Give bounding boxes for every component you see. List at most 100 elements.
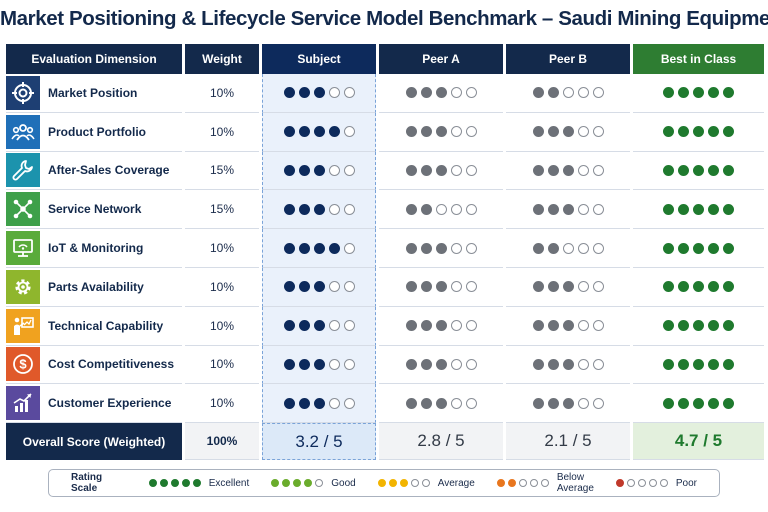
rating-dot-empty [592,203,604,215]
legend-dots [496,479,549,487]
peer-a-rating [405,397,477,409]
legend-dot-filled [181,479,190,487]
rating-dot-filled [405,164,417,176]
total-subject-score: 3.2 / 5 [262,423,376,461]
rating-dot-empty [577,126,589,138]
page-title: Market Positioning & Lifecycle Service M… [0,7,768,30]
peer-b-rating-cell [506,152,630,191]
rating-dot-filled [298,281,310,293]
rating-dot-empty [343,281,355,293]
rating-dot-filled [405,281,417,293]
peer-b-rating [532,281,604,293]
peer-a-rating [405,242,477,254]
rating-dot-filled [693,281,704,293]
rating-dot-filled [298,320,310,332]
growth-chart-icon [6,386,40,421]
rating-dot-filled [283,397,295,409]
subject-rating [283,164,355,176]
peer-a-rating-cell [379,268,503,307]
legend-item: Below Average [496,472,594,494]
legend-dots [271,479,324,487]
legend-label: Good [331,477,356,489]
rating-dot-filled [708,320,719,332]
subject-rating-cell [262,229,376,268]
subject-rating [283,126,355,138]
peer-b-rating-cell [506,384,630,424]
rating-dot-filled [562,164,574,176]
peer-b-rating [532,397,604,409]
legend-dot-filled [148,479,157,487]
rating-dot-empty [592,397,604,409]
total-best-in-class-score: 4.7 / 5 [633,423,764,461]
rating-dot-empty [450,358,462,370]
best-in-class-rating [663,87,734,99]
header-best-in-class: Best in Class [633,44,764,74]
rating-dot-empty [592,164,604,176]
weight-cell: 10% [185,74,259,113]
peer-a-rating [405,164,477,176]
legend-dot-filled [615,479,624,487]
peer-b-rating [532,87,604,99]
legend-dot-filled [192,479,201,487]
best-in-class-rating [663,320,734,332]
dimension-cell: Service Network [6,190,182,230]
svg-text:$: $ [19,357,27,372]
best-in-class-rating [663,358,734,370]
rating-dot-filled [708,358,719,370]
rating-dot-filled [562,397,574,409]
subject-rating [283,203,355,215]
rating-dot-filled [693,242,704,254]
rating-dot-empty [577,242,589,254]
subject-rating-cell [262,151,376,191]
rating-dot-empty [450,87,462,99]
peer-b-rating [532,203,604,215]
rating-scale-legend: Rating Scale Excellent Good Average Below A… [48,469,720,497]
wrench-icon [6,153,40,188]
legend-dot-empty [637,479,646,487]
peer-b-rating-cell [506,229,630,268]
legend-dot-filled [304,479,313,487]
rating-dot-filled [405,320,417,332]
rating-dot-filled [405,126,417,138]
rating-dot-empty [343,358,355,370]
rating-dot-filled [693,358,704,370]
rating-dot-filled [405,242,417,254]
rating-dot-filled [723,397,734,409]
best-in-class-rating [663,164,734,176]
peer-a-rating [405,87,477,99]
rating-dot-filled [532,242,544,254]
peer-a-rating-cell [379,74,503,113]
dimension-label: Market Position [48,85,138,100]
rating-dot-filled [547,358,559,370]
rating-dot-filled [420,397,432,409]
legend-dots [615,479,668,487]
peer-b-rating-cell [506,346,630,385]
rating-dot-filled [420,242,432,254]
legend-item: Good [271,477,356,489]
peer-b-rating-cell [506,113,630,152]
rating-dot-filled [678,358,689,370]
rating-dot-filled [693,320,704,332]
legend-label: Poor [675,477,697,489]
best-in-class-rating [663,126,734,138]
rating-dot-filled [532,126,544,138]
legend-dot-filled [507,479,516,487]
peer-a-rating [405,358,477,370]
rating-dot-filled [298,87,310,99]
subject-rating [283,281,355,293]
rating-dot-empty [577,358,589,370]
legend-label: Below Average [556,472,594,494]
peer-a-rating-cell [379,307,503,346]
rating-dot-filled [708,281,719,293]
rating-dot-filled [298,164,310,176]
rating-dot-empty [450,203,462,215]
legend-dots [377,479,430,487]
rating-dot-filled [562,281,574,293]
legend-dot-empty [529,479,538,487]
rating-dot-filled [298,242,310,254]
rating-dot-filled [663,203,674,215]
rating-dot-filled [723,203,734,215]
target-icon [6,75,40,110]
legend-dot-filled [170,479,179,487]
rating-dot-filled [420,320,432,332]
